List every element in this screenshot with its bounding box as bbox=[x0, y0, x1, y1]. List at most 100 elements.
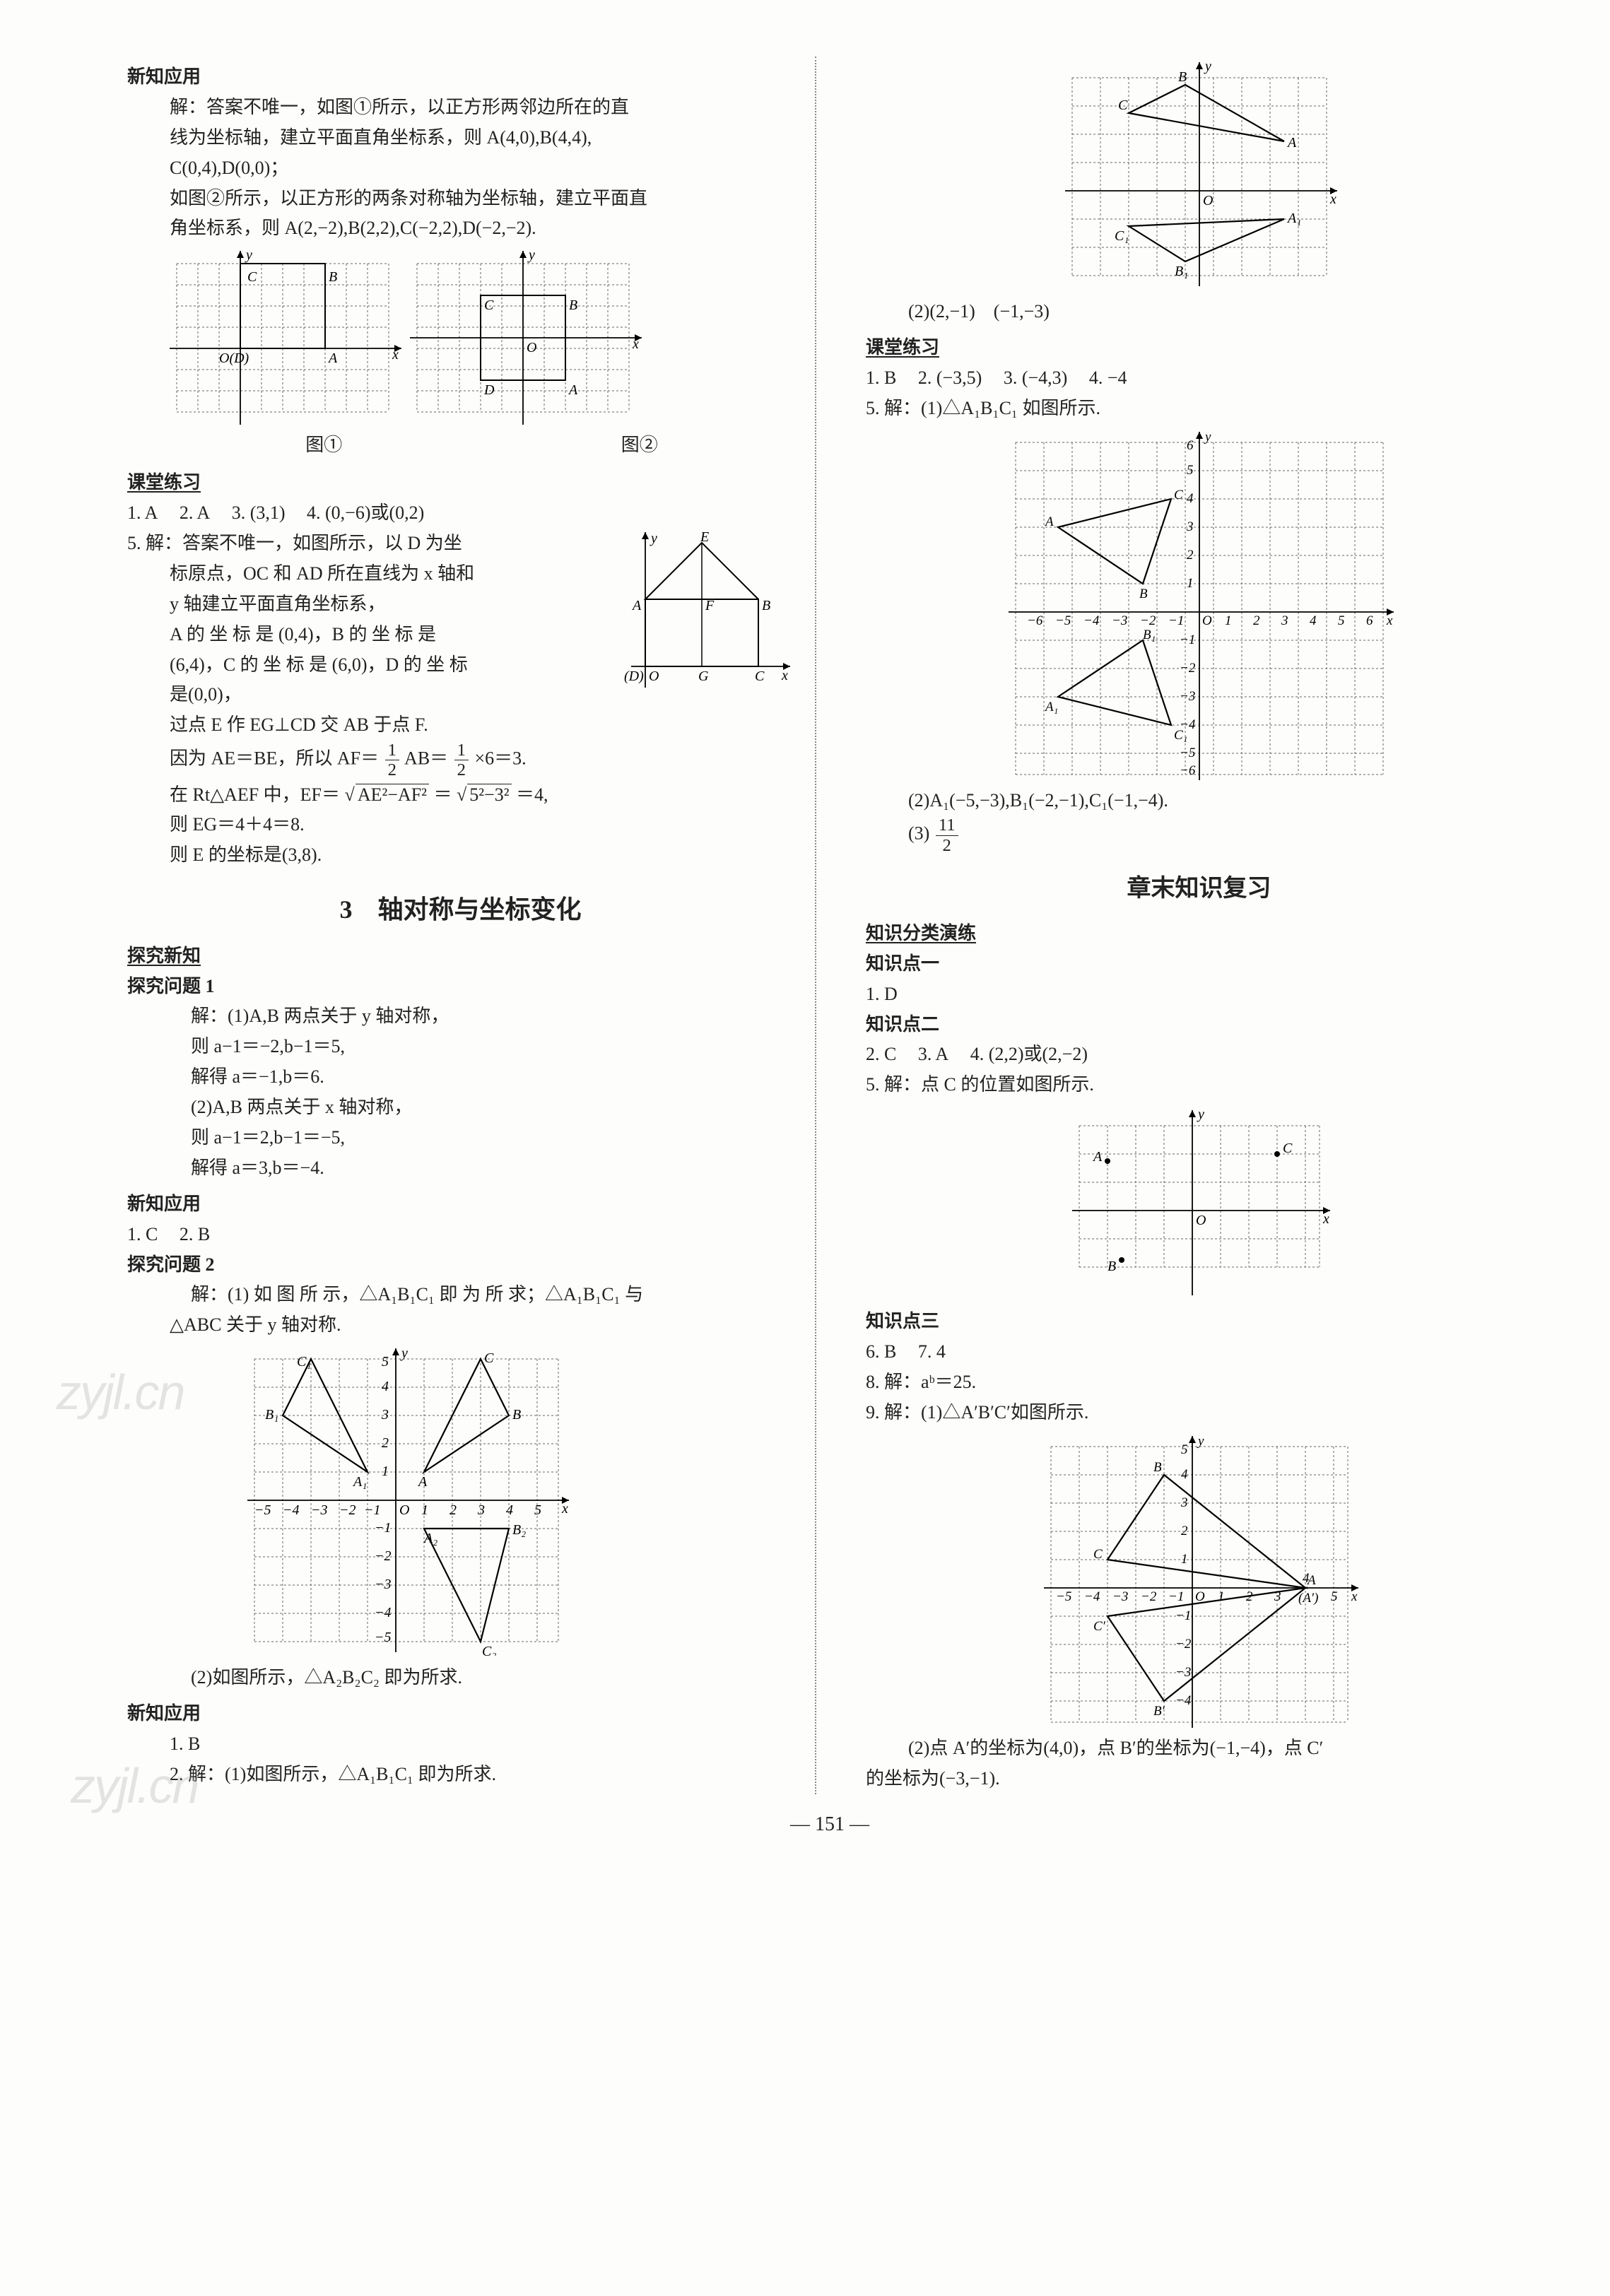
svg-text:B₁: B₁ bbox=[1143, 628, 1156, 642]
svg-text:4: 4 bbox=[506, 1502, 513, 1518]
svg-text:O(D): O(D) bbox=[219, 351, 249, 366]
svg-text:−3: −3 bbox=[375, 1577, 392, 1592]
svg-text:4: 4 bbox=[1187, 491, 1194, 506]
text-line: 8. 解：aᵇ＝25. bbox=[866, 1367, 1532, 1398]
figure-labels: 图① 图② bbox=[170, 430, 794, 461]
chapter-title: 3 轴对称与坐标变化 bbox=[127, 889, 794, 931]
svg-text:x: x bbox=[1329, 192, 1336, 207]
svg-text:D: D bbox=[483, 382, 495, 398]
svg-text:2: 2 bbox=[449, 1502, 457, 1518]
svg-text:E: E bbox=[700, 529, 709, 545]
svg-text:B: B bbox=[1178, 69, 1187, 85]
svg-text:3: 3 bbox=[381, 1407, 389, 1423]
text-line: 解得 a＝−1,b＝6. bbox=[127, 1062, 794, 1093]
svg-text:A: A bbox=[417, 1474, 428, 1490]
svg-text:1: 1 bbox=[421, 1502, 428, 1518]
svg-text:5: 5 bbox=[382, 1354, 389, 1370]
ans-1: 1. A bbox=[127, 498, 158, 529]
tanjiu-q1: 探究问题 1 bbox=[127, 972, 794, 1002]
ans: 4. −4 bbox=[1089, 363, 1127, 394]
svg-text:−4: −4 bbox=[1084, 1589, 1100, 1604]
text-line: 解：(1)A,B 两点关于 y 轴对称， bbox=[127, 1001, 794, 1032]
math-line: 因为 AE＝BE，所以 AF＝ 12 AB＝ 12 ×6＝3. bbox=[127, 741, 794, 779]
k2-title: 知识点二 bbox=[866, 1010, 1532, 1040]
svg-text:A: A bbox=[327, 351, 338, 366]
svg-text:O: O bbox=[527, 340, 536, 355]
svg-text:A: A bbox=[631, 598, 642, 613]
svg-text:x: x bbox=[632, 336, 639, 352]
svg-text:B: B bbox=[1107, 1259, 1116, 1274]
svg-text:G: G bbox=[698, 669, 709, 684]
svg-text:3: 3 bbox=[1186, 519, 1194, 534]
svg-text:−1: −1 bbox=[375, 1520, 392, 1536]
svg-text:B₁: B₁ bbox=[265, 1407, 278, 1423]
svg-text:2: 2 bbox=[382, 1435, 389, 1451]
ans: 1. D bbox=[866, 979, 1532, 1010]
figure-points-abc: Oxy ACB bbox=[1065, 1105, 1334, 1302]
text-line: 5. 解：(1)△A₁B₁C₁ 如图所示. bbox=[866, 394, 1532, 424]
ans: 6. B bbox=[866, 1337, 896, 1367]
svg-text:B′: B′ bbox=[1153, 1704, 1165, 1719]
svg-text:−4: −4 bbox=[1175, 1693, 1192, 1708]
ketang2-title: 课堂练习 bbox=[866, 333, 1532, 363]
svg-text:4: 4 bbox=[1303, 1571, 1310, 1586]
text-line: 解得 a＝3,b＝−4. bbox=[127, 1153, 794, 1184]
paragraph: 解：答案不唯一，如图①所示，以正方形两邻边所在的直 线为坐标轴，建立平面直角坐标… bbox=[127, 93, 794, 244]
svg-text:−6: −6 bbox=[1027, 613, 1043, 628]
svg-text:C₁: C₁ bbox=[1115, 228, 1129, 244]
ans: 2. C bbox=[866, 1040, 896, 1070]
svg-text:2: 2 bbox=[1253, 613, 1260, 628]
svg-text:y: y bbox=[527, 249, 535, 263]
text-line: 线为坐标轴，建立平面直角坐标系，则 A(4,0),B(4,4), bbox=[170, 123, 794, 153]
fig1-label: 图① bbox=[170, 430, 478, 461]
svg-text:C: C bbox=[1093, 1547, 1103, 1562]
text-line: 角坐标系，则 A(2,−2),B(2,2),C(−2,2),D(−2,−2). bbox=[170, 213, 794, 244]
figure-triangle-reflect: O ABC A₁B₁C₁ A₂B₂C₂ xy −5−4−3−2−1 12345 … bbox=[240, 1345, 572, 1656]
text-line: 5. 解：答案不唯一，如图所示，以 D 为坐 bbox=[127, 529, 616, 559]
svg-text:3: 3 bbox=[1281, 613, 1288, 628]
svg-text:x: x bbox=[1351, 1589, 1358, 1604]
svg-text:1: 1 bbox=[382, 1464, 389, 1479]
ketang-title: 课堂练习 bbox=[127, 468, 794, 498]
svg-text:y: y bbox=[245, 249, 252, 263]
svg-text:O: O bbox=[1202, 613, 1212, 628]
svg-text:x: x bbox=[561, 1501, 568, 1517]
figure-q9: Oxy A(A′) BC B′C′ −5−4−3−2−1 12345 12345… bbox=[1037, 1432, 1362, 1729]
svg-text:−1: −1 bbox=[1168, 613, 1184, 628]
svg-text:4: 4 bbox=[1310, 613, 1317, 628]
svg-text:−6: −6 bbox=[1180, 763, 1196, 778]
svg-text:−1: −1 bbox=[364, 1502, 381, 1518]
svg-text:−4: −4 bbox=[1180, 717, 1196, 732]
svg-text:−3: −3 bbox=[311, 1502, 328, 1518]
svg-text:A₁: A₁ bbox=[1286, 211, 1301, 226]
svg-text:−5: −5 bbox=[1180, 746, 1195, 760]
svg-text:A₁: A₁ bbox=[352, 1474, 367, 1490]
svg-text:B: B bbox=[1139, 587, 1148, 601]
ans: 1. B bbox=[127, 1729, 794, 1760]
svg-text:−5: −5 bbox=[254, 1502, 271, 1518]
svg-text:4: 4 bbox=[1181, 1467, 1188, 1482]
svg-text:C: C bbox=[755, 669, 765, 684]
text-line: 则 E 的坐标是(3,8). bbox=[127, 840, 794, 871]
svg-text:B: B bbox=[1153, 1460, 1162, 1475]
left-column: 新知应用 解：答案不唯一，如图①所示，以正方形两邻边所在的直 线为坐标轴，建立平… bbox=[127, 57, 816, 1794]
figure-2: CB DA O xy bbox=[410, 249, 643, 426]
text-line: C(0,4),D(0,0)； bbox=[170, 153, 794, 184]
svg-text:A: A bbox=[1044, 514, 1054, 529]
svg-text:C: C bbox=[484, 298, 494, 313]
text-line: 5. 解：点 C 的位置如图所示. bbox=[866, 1070, 1532, 1100]
svg-text:x: x bbox=[781, 668, 788, 683]
fenlei-title: 知识分类演练 bbox=[866, 919, 1532, 949]
ans: 3. A bbox=[918, 1040, 948, 1070]
svg-text:F: F bbox=[705, 598, 715, 613]
svg-text:C′: C′ bbox=[1093, 1619, 1106, 1634]
text-line: △ABC 关于 y 轴对称. bbox=[127, 1310, 794, 1341]
page-number: — 151 — bbox=[127, 1808, 1532, 1841]
svg-text:5: 5 bbox=[1338, 613, 1345, 628]
xinzhi2-title: 新知应用 bbox=[127, 1189, 794, 1220]
svg-text:−1: −1 bbox=[1175, 1608, 1191, 1623]
ans: 1. B bbox=[866, 363, 896, 394]
svg-text:5: 5 bbox=[534, 1502, 541, 1518]
svg-text:O: O bbox=[649, 669, 659, 684]
fig2-label: 图② bbox=[486, 430, 794, 461]
